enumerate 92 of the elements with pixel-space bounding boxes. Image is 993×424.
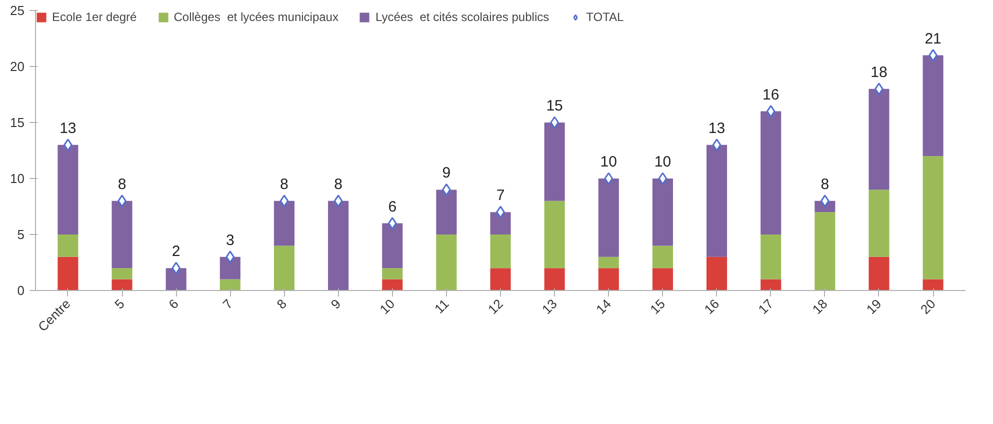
x-tick-label: 17	[755, 296, 776, 318]
data-label: 8	[820, 176, 830, 193]
data-label: 15	[546, 98, 563, 114]
point	[766, 105, 776, 118]
y-tick-label: 20	[10, 59, 25, 74]
bar	[760, 111, 782, 234]
bar	[652, 246, 673, 268]
data-label: 21	[924, 30, 942, 48]
x-tick-label: 10	[376, 296, 398, 318]
x-tick-label: 6	[166, 296, 182, 312]
data-label: 8	[334, 176, 342, 193]
bar	[328, 200, 349, 290]
bar	[58, 256, 78, 290]
data-label: 6	[388, 198, 397, 216]
bar	[382, 268, 403, 280]
x-tick-label: 19	[863, 296, 884, 318]
data-label: 9	[442, 164, 451, 182]
data-label: 7	[496, 187, 505, 204]
data-label: 13	[60, 120, 76, 137]
bar	[382, 223, 403, 268]
x-tick-label: 20	[918, 296, 938, 318]
bar	[58, 144, 78, 234]
bar	[706, 256, 728, 290]
x-tick-label: 9	[328, 296, 344, 312]
bar	[544, 122, 565, 201]
x-tick-label: 16	[701, 296, 722, 318]
x-tick-label: 11	[432, 296, 452, 316]
point	[226, 250, 235, 264]
y-tick-label: 5	[17, 227, 25, 242]
bar	[166, 268, 186, 290]
point	[334, 194, 343, 208]
bar	[112, 268, 132, 280]
legend-label: Lycées et cités scolaires publics	[375, 10, 550, 24]
y-tick-label: 15	[10, 115, 25, 130]
bar	[544, 268, 565, 290]
x-tick-label: 5	[112, 296, 128, 312]
data-label: 8	[280, 176, 288, 193]
bar	[274, 200, 294, 246]
bar	[490, 234, 511, 268]
x-tick-label: 13	[539, 296, 560, 318]
data-label: 3	[226, 232, 234, 249]
x-tick-label: 8	[274, 296, 290, 312]
bar	[814, 212, 836, 290]
x-tick-label: 12	[484, 296, 506, 318]
bar	[868, 256, 890, 290]
bar	[868, 88, 890, 190]
point	[658, 172, 668, 185]
data-label: 10	[600, 154, 617, 170]
bar	[760, 234, 782, 280]
bar	[760, 279, 782, 290]
x-tick-label: 18	[809, 296, 830, 318]
x-tick-label: 14	[593, 296, 614, 318]
bar	[598, 256, 619, 268]
x-tick-label: 7	[220, 296, 236, 312]
data-label: 10	[654, 154, 672, 170]
data-label: 2	[172, 243, 180, 260]
bar	[112, 200, 132, 268]
bar	[598, 178, 619, 257]
bar	[922, 55, 944, 156]
x-tick-label: 15	[647, 296, 668, 318]
y-tick-label: 0	[17, 283, 25, 298]
y-tick-label: 25	[10, 3, 25, 18]
bar	[220, 256, 240, 280]
point	[388, 217, 397, 230]
bar	[652, 268, 673, 290]
bar	[274, 246, 294, 290]
data-label: 16	[762, 86, 780, 104]
legend-label: Collèges et lycées municipaux	[174, 10, 338, 24]
bar	[544, 200, 565, 268]
point	[712, 138, 722, 152]
y-tick-label: 10	[10, 171, 25, 186]
bar	[922, 156, 944, 280]
bar	[436, 234, 457, 290]
bar	[868, 190, 890, 257]
bar	[58, 234, 78, 257]
point	[604, 172, 614, 185]
legend-label: TOTAL	[586, 10, 624, 24]
bar	[706, 144, 728, 257]
bar	[436, 190, 457, 234]
bar	[490, 212, 511, 234]
data-label: 8	[118, 176, 126, 193]
data-label: 13	[708, 120, 726, 137]
bar	[220, 279, 240, 290]
data-label: 18	[870, 64, 888, 81]
bar	[598, 268, 619, 290]
point	[280, 194, 289, 208]
bar	[112, 279, 132, 290]
bar	[652, 178, 673, 246]
bar	[490, 268, 511, 290]
bar	[382, 279, 403, 290]
bar	[922, 279, 944, 290]
legend-label: Ecole 1er degré	[52, 10, 137, 24]
